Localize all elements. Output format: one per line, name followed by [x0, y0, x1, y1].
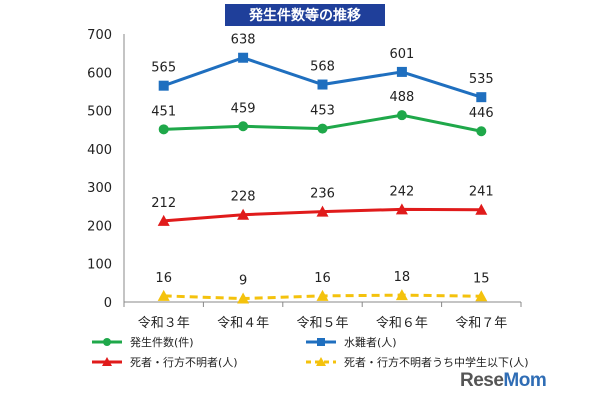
y-tick-label: 200 [87, 219, 112, 234]
data-label: 241 [469, 185, 494, 200]
x-tick-label: 令和７年 [455, 316, 507, 331]
y-tick-label: 300 [87, 181, 112, 196]
x-tick-label: 令和６年 [376, 316, 428, 331]
data-label: 453 [310, 104, 335, 119]
data-label: 535 [469, 72, 494, 87]
data-label: 16 [155, 271, 172, 286]
data-point [317, 79, 328, 90]
data-point [396, 110, 407, 121]
data-label: 18 [394, 270, 411, 285]
data-label: 16 [314, 271, 331, 286]
legend-label: 死者・行方不明者うち中学生以下(人) [344, 355, 529, 369]
data-point [475, 290, 488, 302]
data-point [157, 214, 170, 226]
legend-label: 死者・行方不明者(人) [130, 355, 238, 369]
series-3: 212 228 236 242 241 [151, 184, 494, 226]
data-label: 568 [310, 60, 335, 75]
data-point [237, 208, 250, 220]
legend-label: 水難者(人) [344, 336, 397, 349]
y-tick-label: 700 [87, 28, 112, 43]
series-1: 451 459 453 488 446 [151, 90, 494, 137]
data-point [475, 203, 488, 215]
legend-marker [103, 338, 111, 346]
data-label: 488 [389, 90, 414, 105]
y-tick-label: 400 [87, 143, 112, 158]
data-point [396, 66, 407, 77]
data-label: 15 [473, 271, 490, 286]
data-point [316, 289, 329, 301]
x-tick-label: 令和５年 [296, 316, 348, 331]
data-label: 212 [151, 196, 176, 211]
data-point [476, 92, 487, 103]
data-label: 565 [151, 61, 176, 76]
x-tick-label: 令和４年 [217, 316, 269, 331]
data-point [158, 80, 169, 91]
logo-prefix: Rese [460, 370, 504, 391]
data-label: 242 [389, 184, 414, 199]
legend-item: 水難者(人) [306, 336, 397, 349]
legend-marker [317, 338, 325, 346]
logo-suffix: Mom [503, 370, 547, 391]
data-label: 451 [151, 104, 176, 119]
data-point [395, 203, 408, 215]
resemom-logo: ReseMom [460, 370, 547, 392]
data-point [238, 121, 249, 132]
data-point [316, 205, 329, 217]
data-label: 9 [239, 274, 247, 289]
data-point [238, 52, 249, 63]
data-label: 236 [310, 187, 335, 202]
legend-item: 発生件数(件) [92, 335, 194, 349]
x-tick-label: 令和３年 [138, 316, 190, 331]
y-tick-label: 100 [87, 258, 112, 273]
data-point [237, 292, 250, 304]
legend-marker [102, 357, 112, 366]
legend-item: 死者・行方不明者うち中学生以下(人) [306, 355, 529, 369]
chart-title: 発生件数等の推移 [225, 4, 385, 26]
data-label: 459 [231, 101, 256, 116]
legend-item: 死者・行方不明者(人) [92, 355, 238, 369]
data-point [317, 123, 328, 134]
data-label: 228 [231, 190, 256, 205]
data-point [476, 126, 487, 137]
y-tick-label: 500 [87, 105, 112, 120]
series-2: 565 638 568 601 535 [151, 33, 494, 103]
series-4: 16 9 16 18 15 [155, 270, 490, 304]
legend-marker [316, 357, 326, 366]
data-label: 601 [389, 47, 414, 62]
y-tick-label: 600 [87, 66, 112, 81]
data-point [395, 289, 408, 301]
data-point [157, 289, 170, 301]
y-tick-label: 0 [104, 296, 112, 311]
data-label: 446 [469, 106, 494, 121]
data-point [158, 124, 169, 135]
legend-label: 発生件数(件) [130, 335, 194, 349]
data-label: 638 [231, 33, 256, 48]
